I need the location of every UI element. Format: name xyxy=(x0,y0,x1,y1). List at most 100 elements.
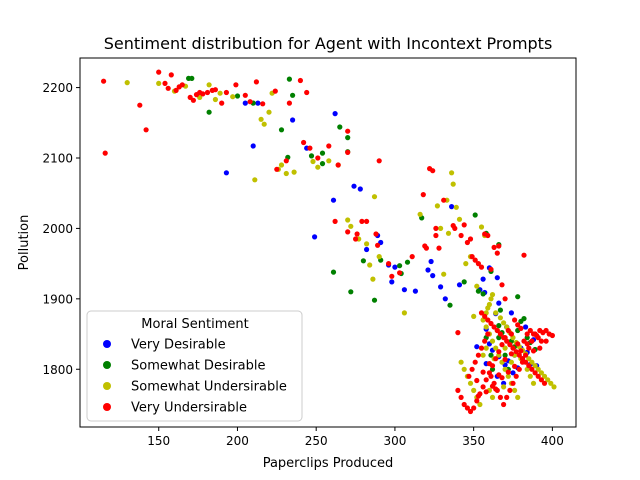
data-point xyxy=(461,401,467,408)
data-point xyxy=(297,77,303,84)
data-point xyxy=(515,322,521,328)
data-point xyxy=(337,124,343,130)
data-point xyxy=(548,380,554,386)
legend-marker xyxy=(103,340,111,348)
data-point xyxy=(466,373,472,379)
series-somewhat-undersirable xyxy=(124,80,557,408)
data-point xyxy=(455,330,461,336)
data-point xyxy=(456,216,463,222)
legend-marker xyxy=(103,403,111,411)
data-point xyxy=(513,373,519,379)
data-point xyxy=(502,352,508,358)
data-point xyxy=(502,296,508,302)
data-point xyxy=(474,398,480,404)
data-point xyxy=(173,87,179,93)
data-point xyxy=(137,102,143,108)
data-point xyxy=(516,352,522,358)
data-point xyxy=(530,348,537,354)
data-point xyxy=(497,331,503,337)
data-point xyxy=(501,320,507,326)
data-point xyxy=(428,258,434,265)
data-point xyxy=(463,261,469,267)
data-point xyxy=(519,359,526,365)
data-point xyxy=(526,356,532,362)
x-tick-label: 400 xyxy=(541,434,564,448)
data-point xyxy=(471,405,477,411)
data-point xyxy=(101,78,107,84)
data-point xyxy=(219,100,225,106)
data-point xyxy=(425,267,431,273)
data-point xyxy=(508,351,514,357)
data-point xyxy=(449,204,455,210)
data-point xyxy=(527,327,533,334)
data-point xyxy=(545,377,551,383)
data-point xyxy=(206,82,212,88)
data-point xyxy=(168,72,174,78)
data-point xyxy=(345,128,351,134)
data-point xyxy=(165,85,171,91)
data-point xyxy=(234,93,241,99)
data-point xyxy=(223,170,229,176)
data-point xyxy=(242,92,248,98)
data-point xyxy=(489,366,496,372)
data-point xyxy=(261,121,267,127)
data-point xyxy=(486,361,492,367)
data-point xyxy=(489,383,496,389)
data-point xyxy=(494,327,500,334)
data-point xyxy=(283,170,289,177)
data-point xyxy=(510,370,516,376)
data-point xyxy=(143,127,149,133)
data-point xyxy=(304,89,310,96)
data-point xyxy=(508,359,514,365)
x-tick-label: 300 xyxy=(383,434,406,448)
data-point xyxy=(102,150,108,156)
data-point xyxy=(515,294,521,300)
data-point xyxy=(501,384,507,390)
data-point xyxy=(319,161,326,167)
data-point xyxy=(496,243,502,249)
data-point xyxy=(335,162,341,168)
data-point xyxy=(360,258,366,264)
data-point xyxy=(499,342,505,348)
data-point xyxy=(529,338,535,344)
data-point xyxy=(266,109,272,115)
data-point xyxy=(252,177,258,183)
data-point xyxy=(461,366,467,372)
data-point xyxy=(371,194,378,200)
data-point xyxy=(290,92,296,98)
data-point xyxy=(526,363,532,369)
data-point xyxy=(483,377,489,383)
x-tick-label: 250 xyxy=(305,434,328,448)
data-point xyxy=(491,244,497,250)
data-point xyxy=(404,259,411,265)
data-point xyxy=(332,111,338,117)
data-point xyxy=(392,264,398,270)
data-point xyxy=(482,338,488,344)
data-point xyxy=(200,91,206,97)
data-point xyxy=(494,275,500,281)
data-point xyxy=(532,370,538,376)
data-point xyxy=(504,394,510,400)
data-point xyxy=(478,345,485,351)
data-point xyxy=(330,269,337,275)
data-point xyxy=(247,99,253,105)
legend-entries: Very Desirable Somewhat Desirable Somewhat… xyxy=(103,338,287,416)
y-axis-label: Pollution xyxy=(17,215,32,271)
legend-entry: Very Desirable xyxy=(103,338,226,353)
data-point xyxy=(258,116,264,122)
data-point xyxy=(286,100,292,106)
data-point xyxy=(433,225,439,231)
data-point xyxy=(538,377,545,383)
data-point xyxy=(441,271,447,277)
data-point xyxy=(467,236,474,242)
data-point xyxy=(526,345,532,351)
data-point xyxy=(326,143,332,149)
legend-label: Somewhat Desirable xyxy=(131,359,266,374)
data-point xyxy=(223,89,229,96)
data-point xyxy=(364,241,370,247)
data-point xyxy=(124,80,130,86)
data-point xyxy=(499,282,505,288)
data-point xyxy=(367,262,373,268)
data-point xyxy=(523,324,529,330)
data-point xyxy=(493,310,499,316)
